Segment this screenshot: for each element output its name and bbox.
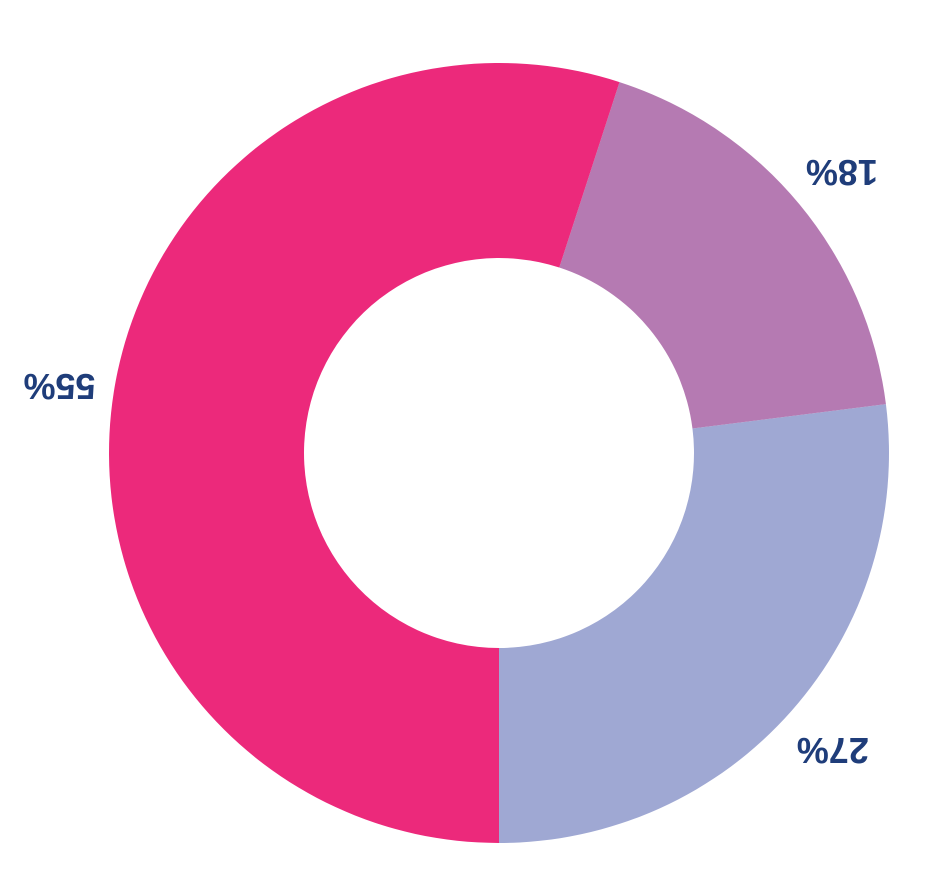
value-label: 27% [797, 730, 869, 771]
value-label: 18% [806, 152, 878, 193]
donut-segment [559, 82, 886, 429]
value-label: 55% [23, 366, 95, 407]
donut-segment [499, 404, 889, 843]
donut-segment [109, 63, 620, 844]
